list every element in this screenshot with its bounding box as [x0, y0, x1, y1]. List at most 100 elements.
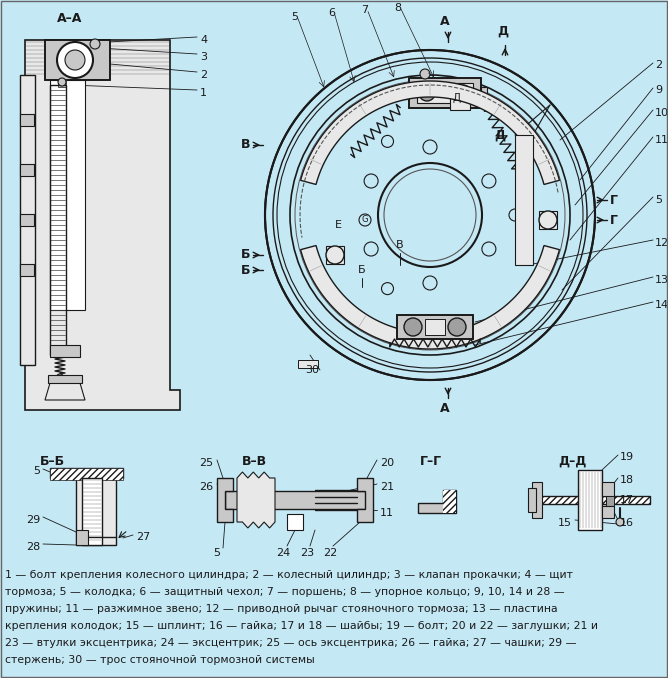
Circle shape — [539, 211, 557, 229]
Polygon shape — [301, 81, 559, 184]
Text: 7: 7 — [361, 5, 369, 15]
Text: А–А: А–А — [57, 12, 83, 25]
Bar — [20, 114, 34, 126]
Circle shape — [90, 39, 100, 49]
Bar — [528, 488, 536, 512]
Circle shape — [381, 283, 393, 295]
Text: Г–Г: Г–Г — [420, 455, 442, 468]
Text: 6: 6 — [329, 8, 335, 18]
Polygon shape — [45, 383, 85, 400]
Circle shape — [482, 242, 496, 256]
Bar — [48, 375, 82, 383]
Circle shape — [616, 518, 624, 526]
Bar — [409, 78, 481, 108]
Bar — [532, 482, 542, 518]
Circle shape — [448, 318, 466, 336]
Text: 20: 20 — [380, 458, 394, 468]
Text: 14: 14 — [655, 300, 668, 310]
Circle shape — [65, 50, 85, 70]
Text: Г: Г — [610, 193, 618, 207]
Text: Г: Г — [610, 214, 618, 226]
Circle shape — [273, 58, 587, 372]
Text: 16: 16 — [620, 518, 634, 528]
Bar — [225, 491, 370, 509]
Text: крепления колодок; 15 — шплинт; 16 — гайка; 17 и 18 — шайбы; 19 — болт; 20 и 22 : крепления колодок; 15 — шплинт; 16 — гай… — [5, 621, 598, 631]
Bar — [50, 85, 66, 355]
Text: 11: 11 — [380, 508, 394, 518]
Text: 23: 23 — [300, 548, 314, 558]
Text: Д: Д — [494, 129, 506, 142]
Bar — [481, 87, 487, 99]
Text: 10: 10 — [655, 108, 668, 118]
Bar — [606, 496, 614, 506]
Bar — [287, 514, 303, 530]
Bar — [326, 246, 344, 264]
Polygon shape — [301, 245, 559, 349]
Bar — [82, 478, 102, 545]
Text: 21: 21 — [380, 482, 394, 492]
Bar — [450, 88, 470, 110]
Bar — [50, 468, 123, 480]
Text: Д: Д — [498, 25, 508, 38]
Text: 18: 18 — [620, 475, 634, 485]
Circle shape — [455, 85, 471, 101]
Text: 2: 2 — [655, 60, 662, 70]
Circle shape — [509, 209, 521, 221]
Text: 22: 22 — [323, 548, 337, 558]
Polygon shape — [237, 472, 275, 528]
Circle shape — [326, 246, 344, 264]
Text: 13: 13 — [655, 275, 668, 285]
Bar — [443, 490, 456, 513]
Circle shape — [290, 75, 570, 355]
Text: 5: 5 — [655, 195, 662, 205]
Text: 11: 11 — [655, 135, 668, 145]
Bar — [530, 496, 650, 504]
Circle shape — [482, 174, 496, 188]
Text: В–В: В–В — [242, 455, 267, 468]
Text: Б–Б: Б–Б — [40, 455, 65, 468]
Circle shape — [381, 136, 393, 147]
Bar — [403, 87, 409, 99]
Text: 29: 29 — [26, 515, 40, 525]
Text: стержень; 30 — трос стояночной тормозной системы: стержень; 30 — трос стояночной тормозной… — [5, 655, 315, 665]
Text: 15: 15 — [558, 518, 572, 528]
Bar — [602, 506, 614, 518]
Text: 30: 30 — [305, 365, 319, 375]
Circle shape — [56, 374, 64, 382]
Text: 5: 5 — [213, 548, 220, 558]
Circle shape — [420, 69, 430, 79]
Text: 3: 3 — [200, 52, 207, 62]
Text: А: А — [440, 402, 450, 415]
Text: 1 — болт крепления колесного цилиндра; 2 — колесный цилиндр; 3 — клапан прокачки: 1 — болт крепления колесного цилиндра; 2… — [5, 570, 573, 580]
Polygon shape — [20, 75, 35, 365]
Bar — [45, 40, 110, 80]
Text: 25: 25 — [199, 458, 213, 468]
Circle shape — [425, 315, 435, 325]
Polygon shape — [217, 478, 233, 522]
Circle shape — [265, 50, 595, 380]
Text: 24: 24 — [276, 548, 290, 558]
Text: Е: Е — [335, 220, 341, 230]
Circle shape — [404, 318, 422, 336]
Bar — [76, 530, 88, 545]
Bar — [530, 496, 650, 504]
Text: 28: 28 — [26, 542, 40, 552]
Circle shape — [364, 174, 378, 188]
Circle shape — [423, 276, 437, 290]
Text: 1: 1 — [200, 88, 207, 98]
Polygon shape — [418, 490, 456, 513]
Bar — [397, 315, 473, 339]
Polygon shape — [25, 40, 180, 410]
Text: 17: 17 — [620, 495, 634, 505]
Text: 5: 5 — [291, 12, 299, 22]
Text: В: В — [396, 240, 404, 250]
Circle shape — [423, 140, 437, 154]
Text: G: G — [362, 216, 368, 224]
Bar — [20, 164, 34, 176]
Circle shape — [57, 42, 93, 78]
Circle shape — [419, 85, 435, 101]
Polygon shape — [50, 468, 123, 545]
Bar — [425, 319, 445, 335]
Circle shape — [58, 78, 66, 86]
Text: 8: 8 — [394, 3, 401, 13]
